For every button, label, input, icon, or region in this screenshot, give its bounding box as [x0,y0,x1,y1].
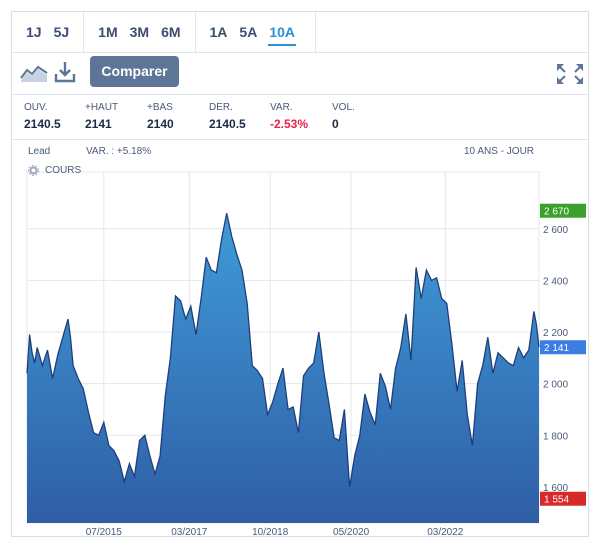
chart-widget: 1J 5J 1M 3M 6M 1A 5A 10A [11,11,589,538]
compare-button[interactable]: Comparer [90,56,179,87]
stat-high: +HAUT 2141 [85,102,118,132]
x-tick-label: 03/2017 [171,527,208,537]
stat-open: OUV. 2140.5 [24,102,61,132]
stat-last-value: 2140.5 [209,117,246,131]
chart-range: 10 ANS - JOUR [464,146,535,157]
period-3m-button[interactable]: 3M [129,24,150,40]
period-1m-button[interactable]: 1M [98,24,118,40]
stat-volume-label: VOL. [332,102,355,113]
y-tick-label: 1 600 [543,483,568,494]
stat-variation-value: -2.53% [270,117,309,131]
stat-volume: VOL. 0 [332,102,355,132]
period-1d-button[interactable]: 1J [26,24,42,40]
stat-low: +BAS 2140 [147,102,174,132]
stat-last-label: DER. [209,102,233,113]
stat-open-value: 2140.5 [24,117,61,131]
expand-icon[interactable] [555,62,585,91]
y-tick-label: 2 200 [543,328,568,339]
quote-stats: OUV. 2140.5 +HAUT 2141 +BAS 2140 DER. 21… [12,95,588,140]
badge-last-label: 2 141 [544,343,569,354]
stat-high-label: +HAUT [85,102,119,113]
area-series [26,213,540,524]
x-tick-label: 10/2018 [252,527,289,537]
x-axis: 07/2015 03/2017 10/2018 05/2020 03/2022 [86,527,464,538]
legend-series-label: COURS [45,165,82,176]
stat-low-label: +BAS [147,102,173,113]
price-badges: 2 670 2 141 1 554 [540,203,586,506]
price-line [26,213,540,488]
stat-variation: VAR. -2.53% [270,102,308,132]
period-selector: 1J 5J 1M 3M 6M 1A 5A 10A [12,12,315,53]
price-chart[interactable]: Lead VAR. : +5.18% 10 ANS - JOUR COURS 0… [12,140,588,538]
chart-toolbar: Comparer [12,52,588,95]
badge-min-label: 1 554 [544,495,569,506]
badge-min [540,491,586,506]
stat-low-value: 2140 [147,117,174,131]
stat-open-label: OUV. [24,102,48,113]
stat-high-value: 2141 [85,117,112,131]
x-tick-label: 05/2020 [333,527,370,537]
badge-last [540,340,586,355]
gear-icon[interactable] [28,165,39,176]
y-tick-label: 2 400 [543,276,568,287]
period-5d-button[interactable]: 5J [53,24,70,40]
period-6m-button[interactable]: 6M [161,24,181,40]
x-tick-label: 03/2022 [427,527,464,537]
y-tick-label: 1 800 [543,431,568,442]
period-10y-button[interactable]: 10A [263,12,301,52]
download-icon[interactable] [54,60,76,89]
legend-series[interactable]: COURS [28,165,81,176]
period-1y-button[interactable]: 1A [209,24,228,40]
period-group-years: 1A 5A 10A [196,12,310,52]
period-group-months: 1M 3M 6M [84,12,196,52]
period-bar-filler [315,12,588,53]
stat-variation-label: VAR. [270,102,293,113]
chart-variation: VAR. : +5.18% [86,146,152,157]
area-chart-icon[interactable] [20,63,48,88]
period-5y-button[interactable]: 5A [239,24,258,40]
period-group-days: 1J 5J [12,12,85,52]
y-tick-label: 2 000 [543,380,568,391]
instrument-name: Lead [28,146,51,157]
badge-max-label: 2 670 [544,207,569,218]
y-axis: 1 600 1 800 2 000 2 200 2 400 2 600 [543,225,568,494]
stat-last: DER. 2140.5 [209,102,246,132]
badge-max [540,203,586,218]
y-tick-label: 2 600 [543,225,568,236]
stat-volume-value: 0 [332,117,339,131]
x-tick-label: 07/2015 [86,527,123,537]
chart-canvas: 07/2015 03/2017 10/2018 05/2020 03/2022 1 60… [26,171,586,538]
